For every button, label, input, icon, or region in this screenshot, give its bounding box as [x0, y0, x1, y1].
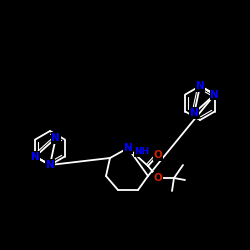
- Text: N: N: [31, 152, 40, 162]
- Text: N: N: [196, 81, 204, 91]
- Text: N: N: [46, 160, 54, 170]
- Text: N: N: [124, 143, 132, 153]
- Text: O: O: [154, 150, 162, 160]
- Text: N: N: [190, 108, 199, 118]
- Text: NH: NH: [134, 148, 150, 156]
- Text: N: N: [210, 90, 219, 100]
- Text: O: O: [154, 173, 162, 183]
- Text: N: N: [51, 133, 60, 143]
